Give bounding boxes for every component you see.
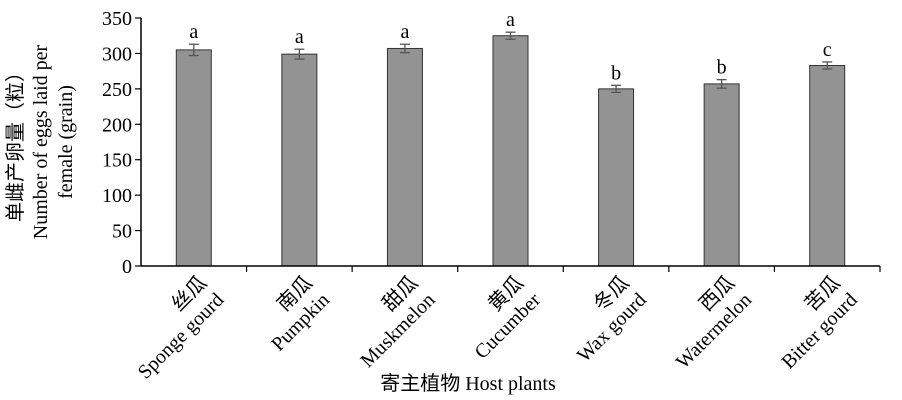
y-tick-label: 50 — [112, 221, 132, 243]
significance-letter: a — [506, 9, 515, 31]
y-tick-label: 200 — [102, 114, 132, 136]
error-bar — [505, 31, 516, 40]
error-bar — [611, 84, 622, 94]
y-tick-label: 0 — [122, 256, 132, 278]
error-bar — [294, 48, 305, 60]
y-axis-label: 单雌产卵量（粒） Number of eggs laid per female (g… — [4, 44, 77, 239]
y-axis-label-line: female (grain) — [55, 85, 77, 199]
bar — [281, 53, 318, 267]
error-bar — [716, 78, 727, 89]
significance-letter: c — [823, 39, 832, 61]
bars-group: a a a a b b c — [175, 9, 846, 267]
bar — [492, 35, 529, 267]
significance-letter: b — [717, 57, 727, 79]
bar — [703, 83, 740, 267]
bar — [386, 47, 423, 267]
error-bar — [399, 43, 410, 54]
bar — [598, 88, 635, 267]
y-tick-label: 250 — [102, 79, 132, 101]
y-tick-label: 350 — [102, 8, 132, 30]
y-tick-label: 300 — [102, 43, 132, 65]
error-bar — [188, 43, 199, 57]
y-axis-label-line: 单雌产卵量（粒） — [4, 62, 27, 222]
significance-letter: b — [611, 62, 621, 84]
y-axis: 0 50 100 150 200 250 300 350 — [102, 8, 142, 278]
significance-letter: a — [189, 21, 198, 43]
x-axis-label: 寄主植物 Host plants — [380, 372, 556, 395]
bar — [809, 64, 846, 267]
significance-letter: a — [400, 21, 409, 43]
y-axis-label-line: Number of eggs laid per — [30, 44, 52, 239]
bar — [175, 49, 212, 267]
error-bar — [822, 61, 833, 70]
y-tick-label: 100 — [102, 185, 132, 207]
y-tick-label: 150 — [102, 150, 132, 172]
significance-letter: a — [295, 26, 304, 48]
